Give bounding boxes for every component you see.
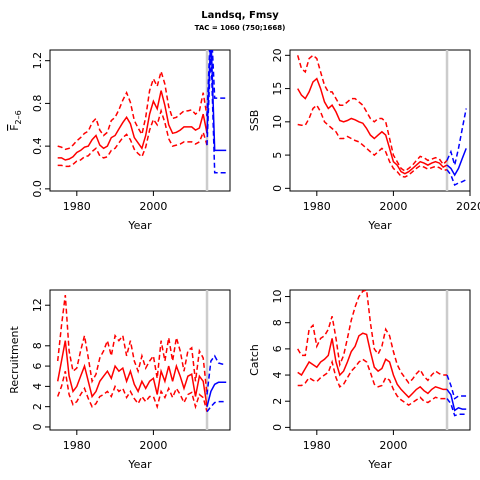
y-axis-label: F2–6 [8, 110, 23, 131]
y-tick-label: 2 [271, 398, 284, 405]
plot-frame [49, 49, 231, 192]
y-tick-label: 4 [271, 372, 284, 379]
projection-lower-bound-line [206, 400, 227, 413]
y-tick-label: 10 [271, 290, 284, 304]
y-tick-label: 10 [271, 115, 284, 129]
plot-frame [289, 289, 471, 431]
history-estimate-line [56, 340, 208, 407]
history-lower-bound-line [297, 358, 447, 407]
y-axis-label: Catch [248, 344, 261, 376]
projection-estimate-line [206, 381, 227, 407]
y-tick-label: 6 [31, 363, 44, 370]
x-tick-label: 2000 [139, 439, 167, 452]
x-tick-label: 1980 [303, 200, 331, 213]
x-axis-label: Year [127, 219, 152, 232]
x-tick-label: 1980 [303, 439, 331, 452]
y-tick-label: 6 [271, 345, 284, 352]
page-subtitle: TAC = 1060 (750;1668) [194, 24, 286, 32]
x-tick-label: 2000 [379, 200, 407, 213]
chart-panel-0: 1980 2000 0.0 0.4 0.8 1.2 Year F2–6 [8, 49, 231, 232]
y-tick-label: 5 [271, 152, 284, 159]
chart-panel-3: 1980 2000 0 2 4 6 8 10 Year Catch [248, 289, 471, 471]
y-tick-label: 12 [31, 298, 44, 312]
x-axis-label: Year [367, 219, 392, 232]
y-tick-label: 4 [31, 383, 44, 390]
y-tick-label: 0.0 [31, 180, 44, 198]
x-axis-label: Year [367, 458, 392, 471]
x-tick-label: 1980 [63, 200, 91, 213]
history-upper-bound-line [297, 290, 447, 385]
y-tick-label: 8 [271, 319, 284, 326]
projection-lower-bound-line [206, 50, 227, 174]
y-tick-label: 0 [271, 424, 284, 431]
projection-lower-bound-line [446, 398, 467, 417]
y-tick-label: 8 [31, 342, 44, 349]
projection-estimate-line [446, 388, 467, 412]
history-estimate-line [297, 77, 448, 175]
page-title: Landsq, Fmsy [201, 10, 279, 21]
plot-frame [49, 289, 231, 431]
history-estimate-line [297, 332, 447, 399]
y-tick-label: 0 [31, 423, 44, 430]
chart-panel-2: 1980 2000 0 2 4 6 8 12 Year Recruitment [8, 289, 231, 471]
y-tick-label: 0 [271, 185, 284, 192]
x-tick-label: 1980 [63, 439, 91, 452]
history-lower-bound-line [57, 108, 208, 168]
x-tick-label: 2000 [379, 439, 407, 452]
y-tick-label: 1.2 [31, 52, 44, 70]
projection-estimate-line [446, 148, 467, 177]
projection-upper-bound-line [446, 374, 467, 400]
history-upper-bound-line [296, 54, 448, 172]
projection-estimate-line [206, 50, 227, 152]
y-axis-label: SSB [248, 110, 261, 132]
plot-frame [289, 49, 471, 192]
history-lower-bound-line [56, 371, 208, 412]
history-estimate-line [57, 90, 208, 161]
projection-upper-bound-line [206, 354, 227, 395]
y-tick-label: 0.4 [31, 137, 44, 155]
y-tick-label: 15 [271, 82, 284, 96]
y-tick-label: 0.8 [31, 95, 44, 113]
x-axis-label: Year [127, 458, 152, 471]
y-tick-label: 2 [31, 403, 44, 410]
projection-upper-bound-line [206, 50, 227, 117]
history-upper-bound-line [57, 68, 208, 151]
history-lower-bound-line [297, 104, 448, 178]
projection-lower-bound-line [446, 169, 467, 187]
x-tick-label: 2000 [139, 200, 167, 213]
projection-upper-bound-line [446, 108, 467, 166]
y-tick-label: 20 [271, 48, 284, 62]
y-axis-label: Recruitment [8, 326, 21, 394]
